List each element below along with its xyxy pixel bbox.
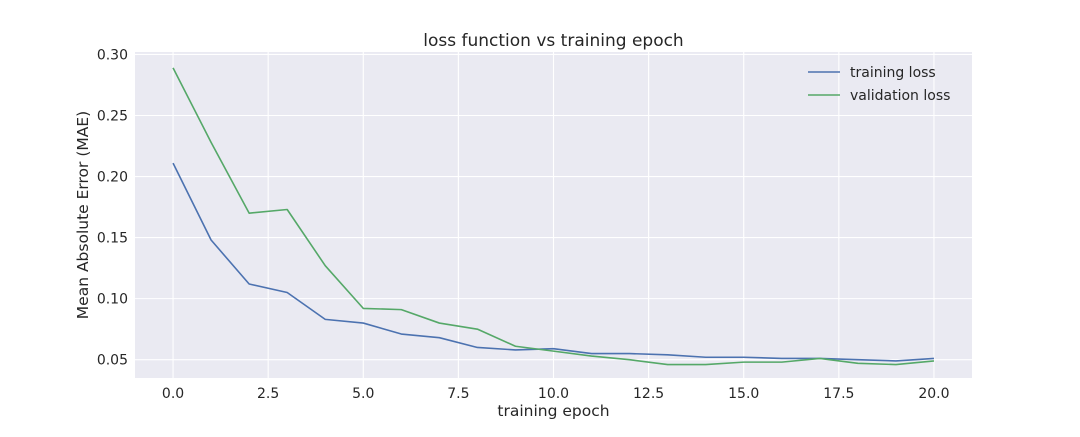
x-tick-label: 7.5	[447, 386, 469, 402]
x-tick-label: 20.0	[918, 386, 949, 402]
x-axis-ticks: 0.0 2.5 5.0 7.5 10.0 12.5 15.0 17.5 20.0	[162, 386, 950, 402]
y-tick-label: 0.10	[97, 292, 128, 308]
y-tick-label: 0.15	[97, 231, 128, 247]
x-tick-label: 15.0	[728, 386, 759, 402]
series-line-validation-loss	[172, 67, 935, 366]
x-tick-label: 0.0	[162, 386, 184, 402]
y-axis-ticks: 0.05 0.10 0.15 0.20 0.25 0.30	[97, 47, 128, 368]
x-tick-label: 2.5	[257, 386, 279, 402]
y-tick-label: 0.20	[97, 170, 128, 186]
y-tick-label: 0.25	[97, 108, 128, 124]
x-axis-label: training epoch	[497, 402, 609, 420]
x-tick-label: 10.0	[538, 386, 569, 402]
chart-title: loss function vs training epoch	[423, 31, 683, 51]
y-axis-label: Mean Absolute Error (MAE)	[74, 111, 92, 319]
series-line-training-loss	[172, 162, 935, 362]
y-tick-label: 0.05	[97, 353, 128, 369]
legend: training loss validation loss	[808, 65, 950, 104]
x-tick-label: 12.5	[633, 386, 664, 402]
series-lines	[172, 67, 935, 366]
legend-label-validation-loss: validation loss	[850, 88, 950, 104]
y-tick-label: 0.30	[97, 47, 128, 63]
legend-label-training-loss: training loss	[850, 65, 936, 81]
x-tick-label: 17.5	[823, 386, 854, 402]
x-tick-label: 5.0	[352, 386, 374, 402]
